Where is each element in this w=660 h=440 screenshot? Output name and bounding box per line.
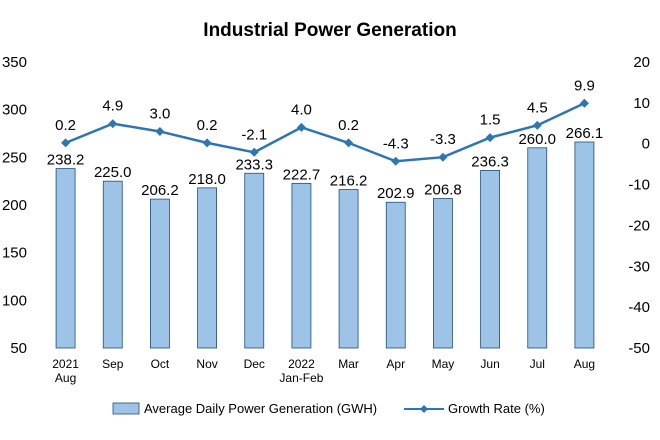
bar-value-label: 260.0 [518, 131, 556, 148]
bar [55, 168, 76, 349]
x-tick-label: Nov [196, 357, 217, 371]
x-tick-label: Apr [386, 357, 405, 371]
legend-bar-swatch [112, 402, 140, 415]
line-value-label: -2.1 [241, 126, 267, 143]
bar-value-label: 206.2 [141, 182, 179, 199]
line-point [249, 147, 259, 157]
x-tick-label: Oct [151, 357, 170, 371]
line-value-label: -3.3 [430, 131, 456, 148]
line-point [61, 138, 71, 148]
line-point [296, 122, 306, 132]
left-axis-tick-label: 300 [2, 102, 27, 119]
bar-value-label: 233.3 [235, 156, 273, 173]
line-value-label: -4.3 [383, 135, 409, 152]
right-axis-tick-label: 10 [633, 95, 650, 112]
bar-series [55, 141, 595, 349]
legend-line-label: Growth Rate (%) [448, 401, 545, 416]
right-axis-tick-label: -30 [628, 258, 650, 275]
right-axis-tick-label: -10 [628, 177, 650, 194]
bar-value-label: 238.2 [47, 152, 85, 169]
line-point [438, 152, 448, 162]
left-axis-tick-label: 100 [2, 292, 27, 309]
line-point [485, 133, 495, 143]
legend: Average Daily Power Generation (GWH) Gro… [112, 401, 545, 416]
line-value-label: 0.2 [197, 117, 218, 134]
line-point [532, 120, 542, 130]
bar-value-label: 222.7 [283, 166, 321, 183]
x-tick-label: Jul [530, 357, 545, 371]
line-point [108, 119, 118, 129]
line-value-label: 1.5 [480, 112, 501, 129]
line-point [344, 138, 354, 148]
growth-line-series [61, 98, 589, 166]
line-value-label: 4.9 [102, 98, 123, 115]
line-point [391, 156, 401, 166]
bar-value-label: 225.0 [94, 164, 132, 181]
line-value-label: 3.0 [149, 105, 170, 122]
left-y-axis: 50 100 150 200 250 300 350 [2, 54, 27, 357]
line-data-labels: 0.2 4.9 3.0 0.2 -2.1 4.0 0.2 -4.3 -3.3 1.5 4.5 9.9 [55, 77, 595, 152]
chart-title: Industrial Power Generation [203, 20, 456, 41]
bar [338, 189, 359, 349]
bar [385, 201, 406, 349]
bar-value-label: 202.9 [377, 185, 415, 202]
line-value-label: 4.0 [291, 101, 312, 118]
right-axis-tick-label: 0 [642, 136, 650, 153]
left-axis-tick-label: 350 [2, 54, 27, 71]
bar [527, 147, 548, 349]
growth-line [65, 102, 585, 163]
left-axis-tick-label: 250 [2, 149, 27, 166]
legend-diamond-icon [420, 405, 428, 413]
x-tick-label: 2022 Jan-Feb [279, 357, 323, 385]
right-axis-tick-label: 20 [633, 54, 650, 71]
x-tick-label: 2021 Aug [52, 357, 79, 385]
bar [480, 169, 500, 349]
right-axis-tick-label: -20 [628, 217, 650, 234]
line-value-label: 4.5 [527, 99, 548, 116]
bar [102, 180, 123, 349]
right-axis-tick-label: -40 [628, 299, 650, 316]
right-axis-tick-label: -50 [628, 340, 650, 357]
bar [197, 187, 217, 349]
line-point [202, 138, 212, 148]
bar-value-label: 218.0 [188, 171, 226, 188]
x-tick-label: May [432, 357, 455, 371]
line-value-label: 9.9 [574, 77, 595, 94]
right-y-axis: -50 -40 -30 -20 -10 0 10 20 [628, 54, 650, 357]
bar-value-label: 206.8 [424, 182, 462, 199]
line-point [155, 126, 165, 136]
left-axis-tick-label: 150 [2, 245, 27, 262]
x-tick-label: Jun [480, 357, 499, 371]
x-tick-label: Aug [574, 357, 595, 371]
x-tick-label: Sep [102, 357, 124, 371]
bar-value-label: 236.3 [471, 153, 509, 170]
bar-data-labels: 238.2 225.0 206.2 218.0 233.3 222.7 216.2 202.9… [47, 125, 603, 202]
line-value-label: 0.2 [338, 117, 359, 134]
line-value-label: 0.2 [55, 117, 76, 134]
line-point [579, 98, 589, 108]
bar [244, 172, 265, 349]
bar [150, 198, 170, 349]
left-axis-tick-label: 50 [10, 340, 27, 357]
x-tick-label: Mar [338, 357, 359, 371]
x-axis-labels: 2021 Aug Sep Oct Nov Dec 2022 Jan-Feb Mar Apr May J… [52, 357, 595, 385]
x-tick-label: Dec [244, 357, 265, 371]
bar [574, 141, 595, 349]
bar [291, 182, 312, 349]
bar-value-label: 266.1 [566, 125, 604, 142]
left-axis-tick-label: 200 [2, 197, 27, 214]
bar [433, 198, 453, 349]
legend-bar-label: Average Daily Power Generation (GWH) [144, 401, 377, 416]
bar-value-label: 216.2 [330, 173, 368, 190]
